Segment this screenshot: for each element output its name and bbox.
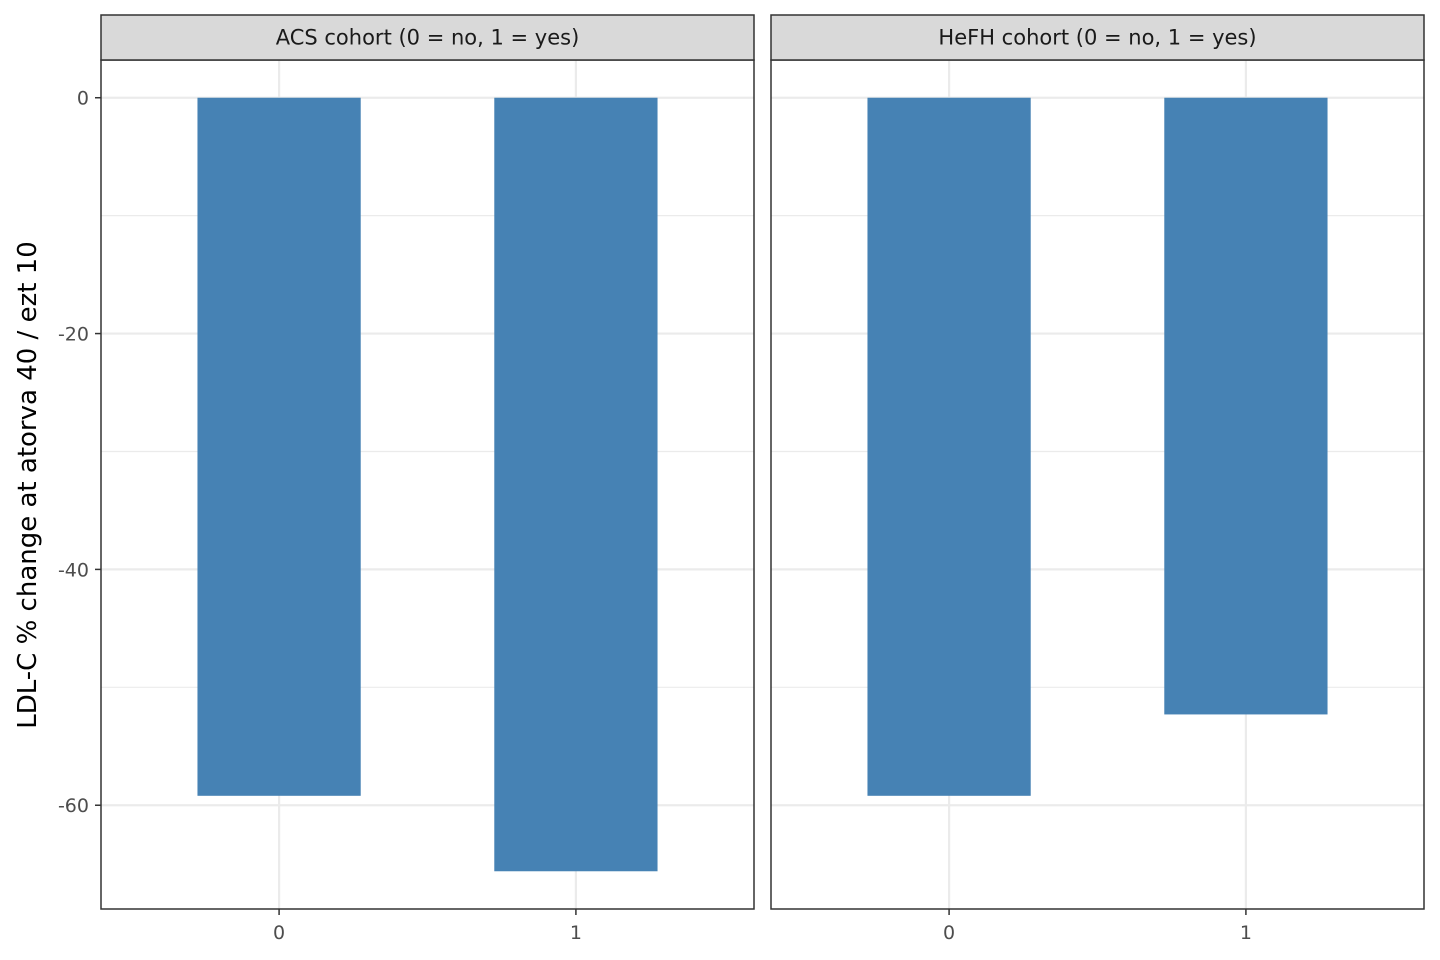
x-tick-label: 0 <box>943 922 955 944</box>
y-axis-title: LDL-C % change at atorva 40 / ezt 10 <box>13 241 43 729</box>
bar-facet2-cat-1 <box>1164 97 1328 715</box>
bar-facet2-cat-0 <box>867 97 1031 796</box>
facet-panel-2: HeFH cohort (0 = no, 1 = yes) 0 1 <box>770 14 1425 944</box>
facet-strip <box>100 14 755 61</box>
bar-facet1-cat-1 <box>494 97 658 872</box>
facet-strip-label: ACS cohort (0 = no, 1 = yes) <box>276 26 580 50</box>
y-tick-label: 0 <box>77 88 89 110</box>
facet-strip-label: HeFH cohort (0 = no, 1 = yes) <box>938 26 1256 50</box>
y-tick-label: -40 <box>58 559 89 581</box>
x-tick-label: 1 <box>570 922 582 944</box>
facet-strip <box>770 14 1425 61</box>
y-tick-label: -20 <box>58 324 89 346</box>
x-tick-label: 0 <box>273 922 285 944</box>
facet-panel-1: ACS cohort (0 = no, 1 = yes) 0 1 <box>100 14 755 944</box>
x-tick-label: 1 <box>1240 922 1252 944</box>
bar-facet1-cat-0 <box>197 97 361 796</box>
y-tick-label: -60 <box>58 795 89 817</box>
